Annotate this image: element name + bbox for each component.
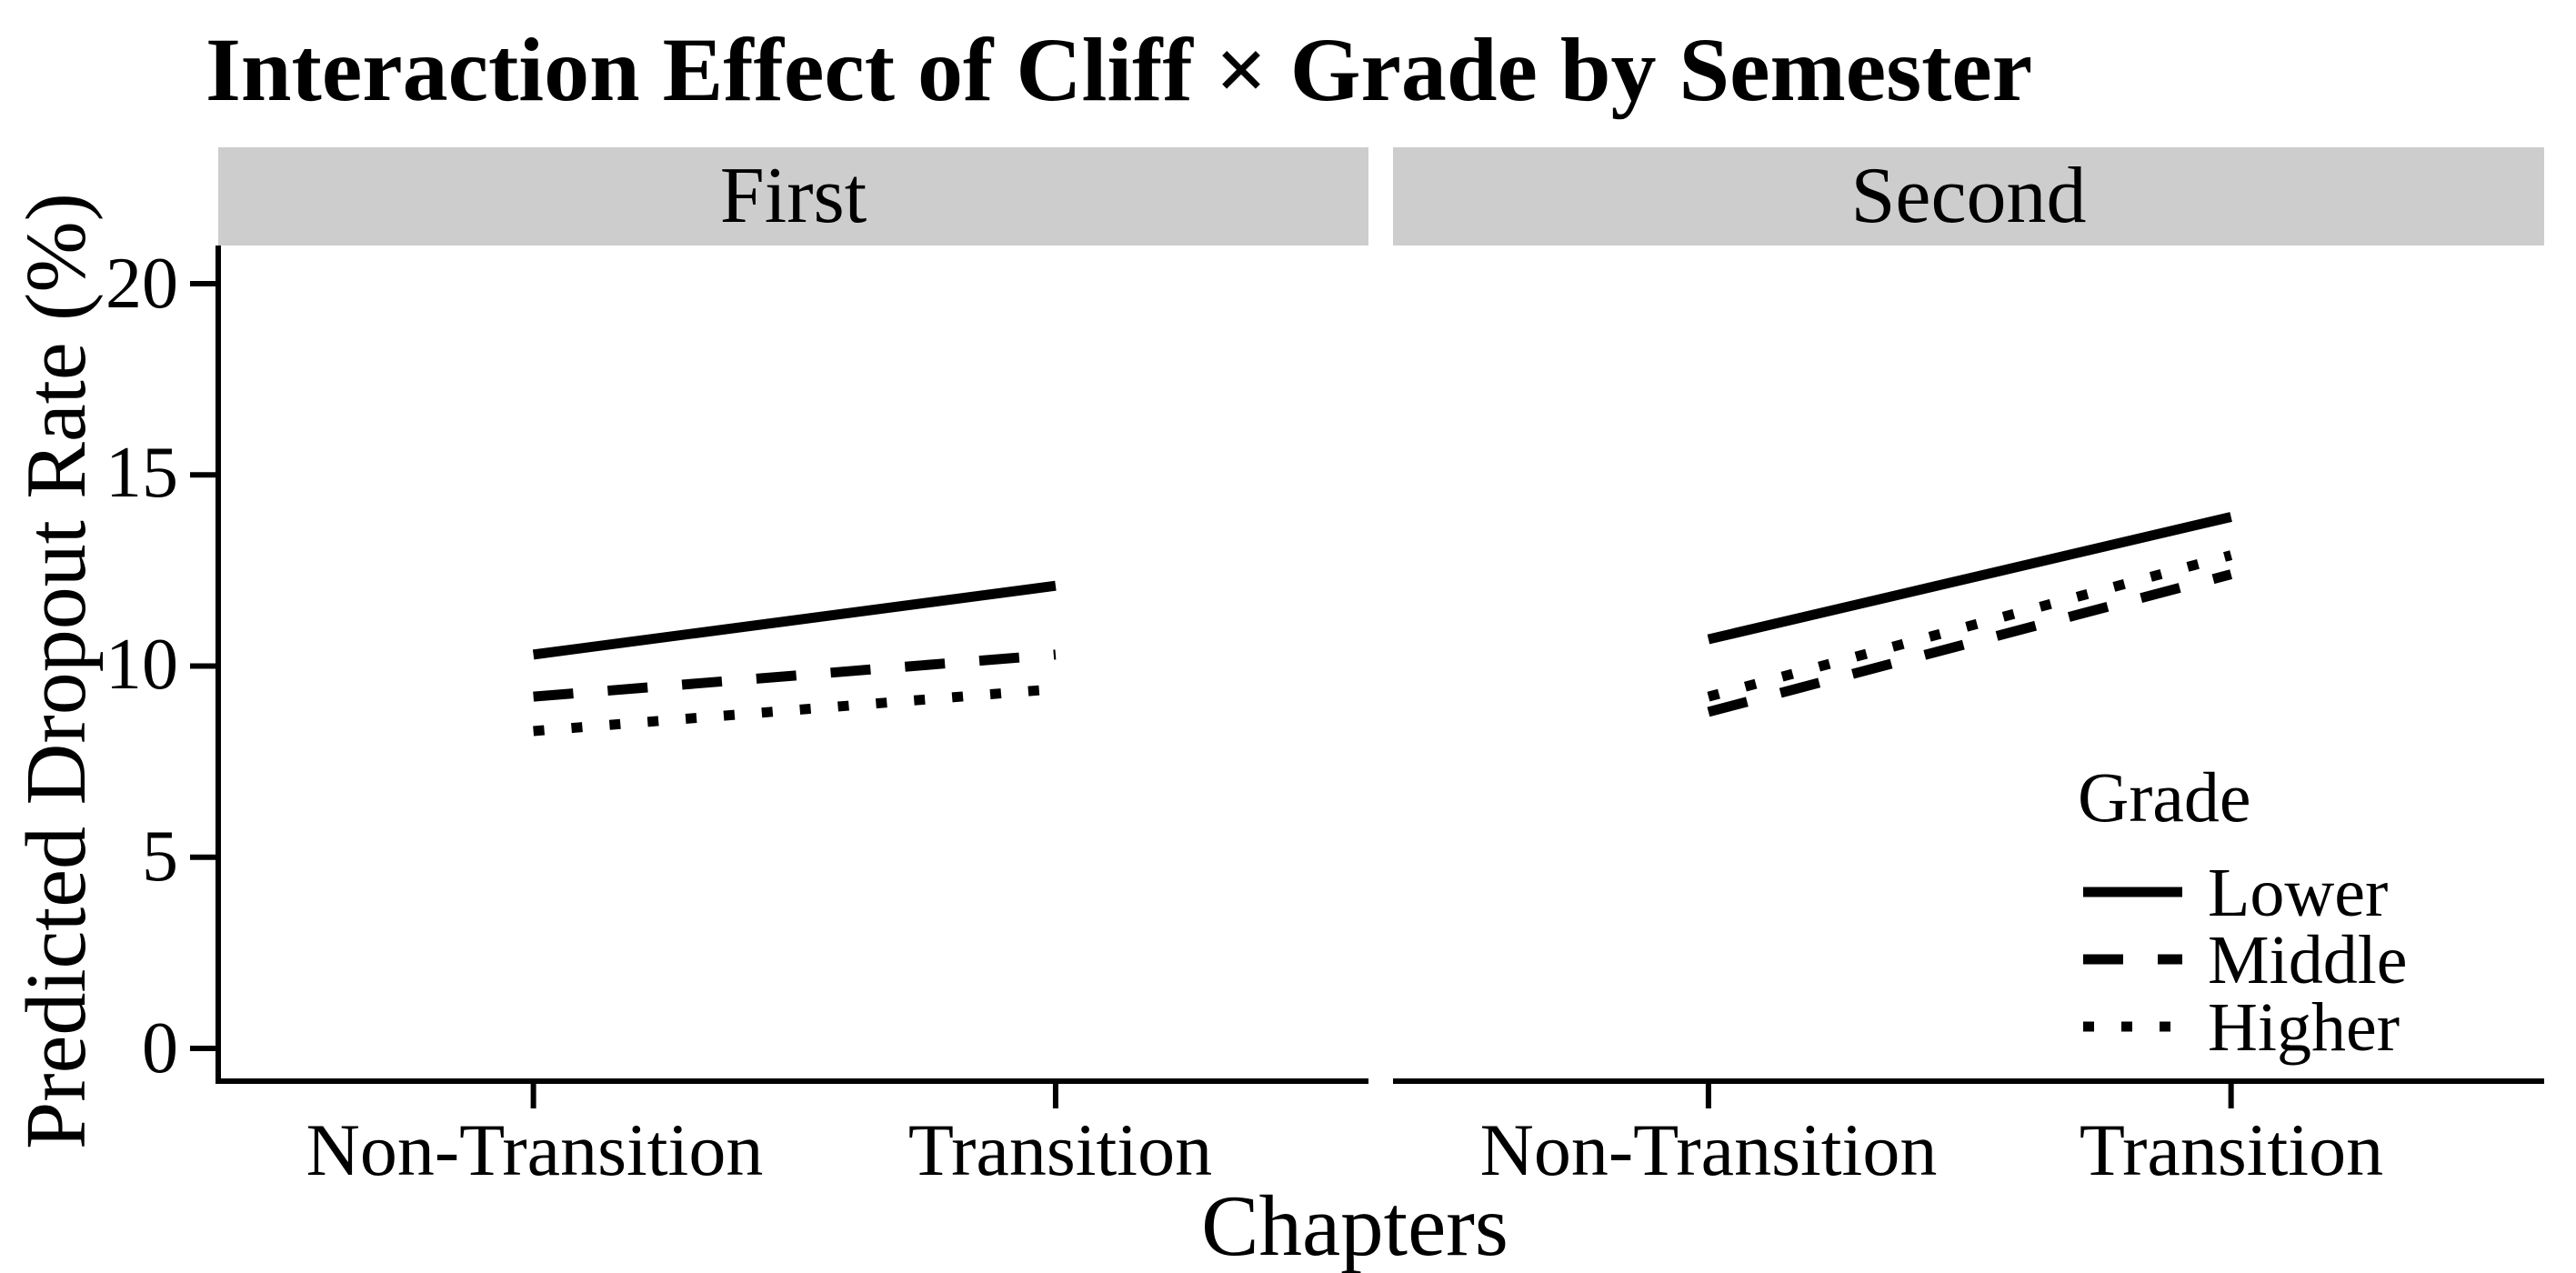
series-line-middle [1707, 569, 2233, 717]
y-tick-label-10: 10 [105, 625, 178, 705]
y-tick-label-15: 15 [105, 433, 178, 513]
legend-label-higher: Higher [2208, 989, 2401, 1066]
y-tick-label-0: 0 [142, 1008, 178, 1088]
x-tick-label-first-nontransition: Non-Transition [306, 1108, 764, 1191]
y-tick-label-20: 20 [105, 244, 178, 324]
legend-label-lower: Lower [2208, 855, 2389, 931]
x-tick-label-second-transition: Transition [2079, 1108, 2384, 1191]
y-tick-label-5: 5 [142, 817, 178, 897]
series-line-lower [1707, 512, 2232, 645]
legend-label-middle: Middle [2208, 922, 2408, 998]
series-line-middle [533, 649, 1057, 702]
facet-strip-second: Second [1393, 147, 2544, 246]
chart-title: Interaction Effect of Cliff × Grade by S… [205, 19, 2033, 120]
legend-title: Grade [2078, 757, 2251, 837]
series-line-lower [532, 580, 1057, 660]
facet-strip-second-label: Second [1850, 152, 2087, 240]
x-tick-label-first-transition: Transition [907, 1108, 1213, 1191]
facet-strip-first-label: First [719, 152, 867, 240]
x-tick-label-second-nontransition: Non-Transition [1479, 1108, 1938, 1191]
facet-strip-first: First [218, 147, 1368, 246]
x-axis-title: Chapters [1201, 1178, 1509, 1273]
series-line-higher [1707, 550, 2233, 702]
